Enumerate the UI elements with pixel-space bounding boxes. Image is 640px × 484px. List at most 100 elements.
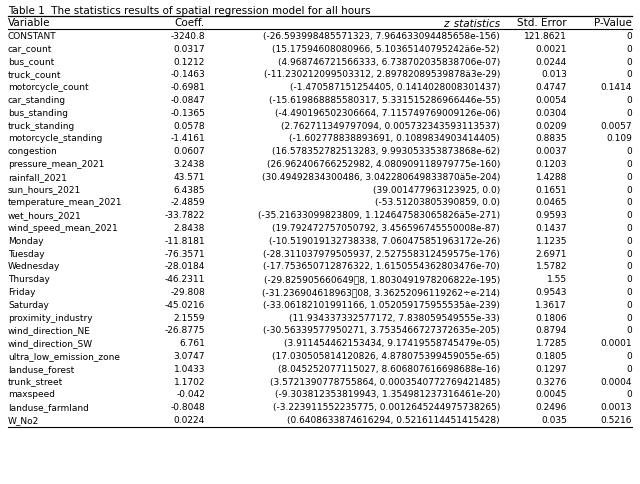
Text: 0.0224: 0.0224: [173, 415, 205, 424]
Text: (-4.490196502306664, 7.115749769009126e-06): (-4.490196502306664, 7.115749769009126e-…: [275, 108, 500, 118]
Text: -0.8048: -0.8048: [170, 402, 205, 411]
Text: 0.1806: 0.1806: [536, 313, 567, 322]
Text: 0: 0: [627, 172, 632, 182]
Text: 0.0004: 0.0004: [600, 377, 632, 386]
Text: wind_speed_mean_2021: wind_speed_mean_2021: [8, 224, 119, 232]
Text: 3.2438: 3.2438: [173, 160, 205, 168]
Text: CONSTANT: CONSTANT: [8, 32, 56, 41]
Text: (3.911454462153434, 9.17419558745479e-05): (3.911454462153434, 9.17419558745479e-05…: [284, 338, 500, 348]
Text: 0.0013: 0.0013: [600, 402, 632, 411]
Text: Variable: Variable: [8, 18, 51, 28]
Text: -0.1463: -0.1463: [170, 70, 205, 79]
Text: trunk_street: trunk_street: [8, 377, 63, 386]
Text: 1.1235: 1.1235: [536, 236, 567, 245]
Text: 0.1437: 0.1437: [536, 224, 567, 232]
Text: 0.035: 0.035: [541, 415, 567, 424]
Text: (-26.593998485571323, 7.964633094485658e-156): (-26.593998485571323, 7.964633094485658e…: [263, 32, 500, 41]
Text: (4.968746721566333, 6.738702035838706e-07): (4.968746721566333, 6.738702035838706e-0…: [278, 58, 500, 66]
Text: car_standing: car_standing: [8, 96, 66, 105]
Text: -0.6981: -0.6981: [170, 83, 205, 92]
Text: 0: 0: [627, 274, 632, 284]
Text: sun_hours_2021: sun_hours_2021: [8, 185, 81, 194]
Text: truck_standing: truck_standing: [8, 121, 76, 130]
Text: Thursday: Thursday: [8, 274, 50, 284]
Text: (-1.470587151254405, 0.1414028008301437): (-1.470587151254405, 0.1414028008301437): [290, 83, 500, 92]
Text: 6.4385: 6.4385: [173, 185, 205, 194]
Text: 0.0054: 0.0054: [536, 96, 567, 105]
Text: Friday: Friday: [8, 287, 35, 296]
Text: 1.5782: 1.5782: [536, 262, 567, 271]
Text: -29.808: -29.808: [170, 287, 205, 296]
Text: 3.0747: 3.0747: [173, 351, 205, 360]
Text: (19.792472757050792, 3.456596745550008e-87): (19.792472757050792, 3.456596745550008e-…: [272, 224, 500, 232]
Text: Std. Error: Std. Error: [517, 18, 567, 28]
Text: 0: 0: [627, 58, 632, 66]
Text: (8.045252077115027, 8.606807616698688e-16): (8.045252077115027, 8.606807616698688e-1…: [278, 364, 500, 373]
Text: (16.578352782513283, 9.993053353873868e-62): (16.578352782513283, 9.993053353873868e-…: [272, 147, 500, 156]
Text: (-29.8259056606498, 1.8030491978206822e-195): (-29.825905660649 8, 1.8030491978206822e…: [264, 274, 500, 284]
Text: P-Value: P-Value: [594, 18, 632, 28]
Text: (-1.602778838893691, 0.1089834903414405): (-1.602778838893691, 0.1089834903414405): [289, 134, 500, 143]
Text: 2.1559: 2.1559: [173, 313, 205, 322]
Text: 0.0244: 0.0244: [536, 58, 567, 66]
Text: 0: 0: [627, 70, 632, 79]
Text: Table 1  The statistics results of spatial regression model for all hours: Table 1 The statistics results of spatia…: [8, 6, 371, 16]
Text: 0: 0: [627, 211, 632, 220]
Text: (26.962406766252982, 4.080909118979775e-160): (26.962406766252982, 4.080909118979775e-…: [267, 160, 500, 168]
Text: -0.042: -0.042: [176, 390, 205, 399]
Text: Coeff.: Coeff.: [175, 18, 205, 28]
Text: 0.3276: 0.3276: [536, 377, 567, 386]
Text: 0.0607: 0.0607: [173, 147, 205, 156]
Text: 0.8794: 0.8794: [536, 326, 567, 335]
Text: 0.0304: 0.0304: [536, 108, 567, 118]
Text: -33.7822: -33.7822: [164, 211, 205, 220]
Text: Saturday: Saturday: [8, 300, 49, 309]
Text: truck_count: truck_count: [8, 70, 61, 79]
Text: rainfall_2021: rainfall_2021: [8, 172, 67, 182]
Text: 0: 0: [627, 313, 632, 322]
Text: 0: 0: [627, 32, 632, 41]
Text: 0.0037: 0.0037: [536, 147, 567, 156]
Text: 0.0209: 0.0209: [536, 121, 567, 130]
Text: (17.030505814120826, 4.878075399459055e-65): (17.030505814120826, 4.878075399459055e-…: [272, 351, 500, 360]
Text: -76.3571: -76.3571: [164, 249, 205, 258]
Text: 0.0578: 0.0578: [173, 121, 205, 130]
Text: -0.0847: -0.0847: [170, 96, 205, 105]
Text: 0.5216: 0.5216: [600, 415, 632, 424]
Text: 0.9543: 0.9543: [536, 287, 567, 296]
Text: 0.0001: 0.0001: [600, 338, 632, 348]
Text: 0.1212: 0.1212: [173, 58, 205, 66]
Text: pressure_mean_2021: pressure_mean_2021: [8, 160, 104, 168]
Text: maxspeed: maxspeed: [8, 390, 55, 399]
Text: 0: 0: [627, 300, 632, 309]
Text: (3.5721390778755864, 0.0003540772769421485): (3.5721390778755864, 0.00035407727694214…: [269, 377, 500, 386]
Text: 1.55: 1.55: [547, 274, 567, 284]
Text: wet_hours_2021: wet_hours_2021: [8, 211, 82, 220]
Text: 2.8438: 2.8438: [173, 224, 205, 232]
Text: -1.4161: -1.4161: [170, 134, 205, 143]
Text: 0: 0: [627, 390, 632, 399]
Text: 0.1651: 0.1651: [536, 185, 567, 194]
Text: landuse_forest: landuse_forest: [8, 364, 74, 373]
Text: 0: 0: [627, 326, 632, 335]
Text: bus_count: bus_count: [8, 58, 54, 66]
Text: 0: 0: [627, 96, 632, 105]
Text: ultra_low_emission_zone: ultra_low_emission_zone: [8, 351, 120, 360]
Text: 1.0433: 1.0433: [173, 364, 205, 373]
Text: landuse_farmland: landuse_farmland: [8, 402, 89, 411]
Text: 0.4747: 0.4747: [536, 83, 567, 92]
Text: W_No2: W_No2: [8, 415, 39, 424]
Text: (-53.51203805390859, 0.0): (-53.51203805390859, 0.0): [375, 198, 500, 207]
Text: (39.001477963123925, 0.0): (39.001477963123925, 0.0): [372, 185, 500, 194]
Text: 0.0465: 0.0465: [536, 198, 567, 207]
Text: 0: 0: [627, 224, 632, 232]
Text: -45.0216: -45.0216: [164, 300, 205, 309]
Text: 0.1203: 0.1203: [536, 160, 567, 168]
Text: 0.1414: 0.1414: [600, 83, 632, 92]
Text: car_count: car_count: [8, 45, 52, 54]
Text: 1.4288: 1.4288: [536, 172, 567, 182]
Text: 0: 0: [627, 147, 632, 156]
Text: 121.8621: 121.8621: [524, 32, 567, 41]
Text: (30.49492834300486, 3.042280649833870ä5e-204): (30.49492834300486, 3.042280649833870ä5e…: [262, 172, 500, 182]
Text: 0.0317: 0.0317: [173, 45, 205, 54]
